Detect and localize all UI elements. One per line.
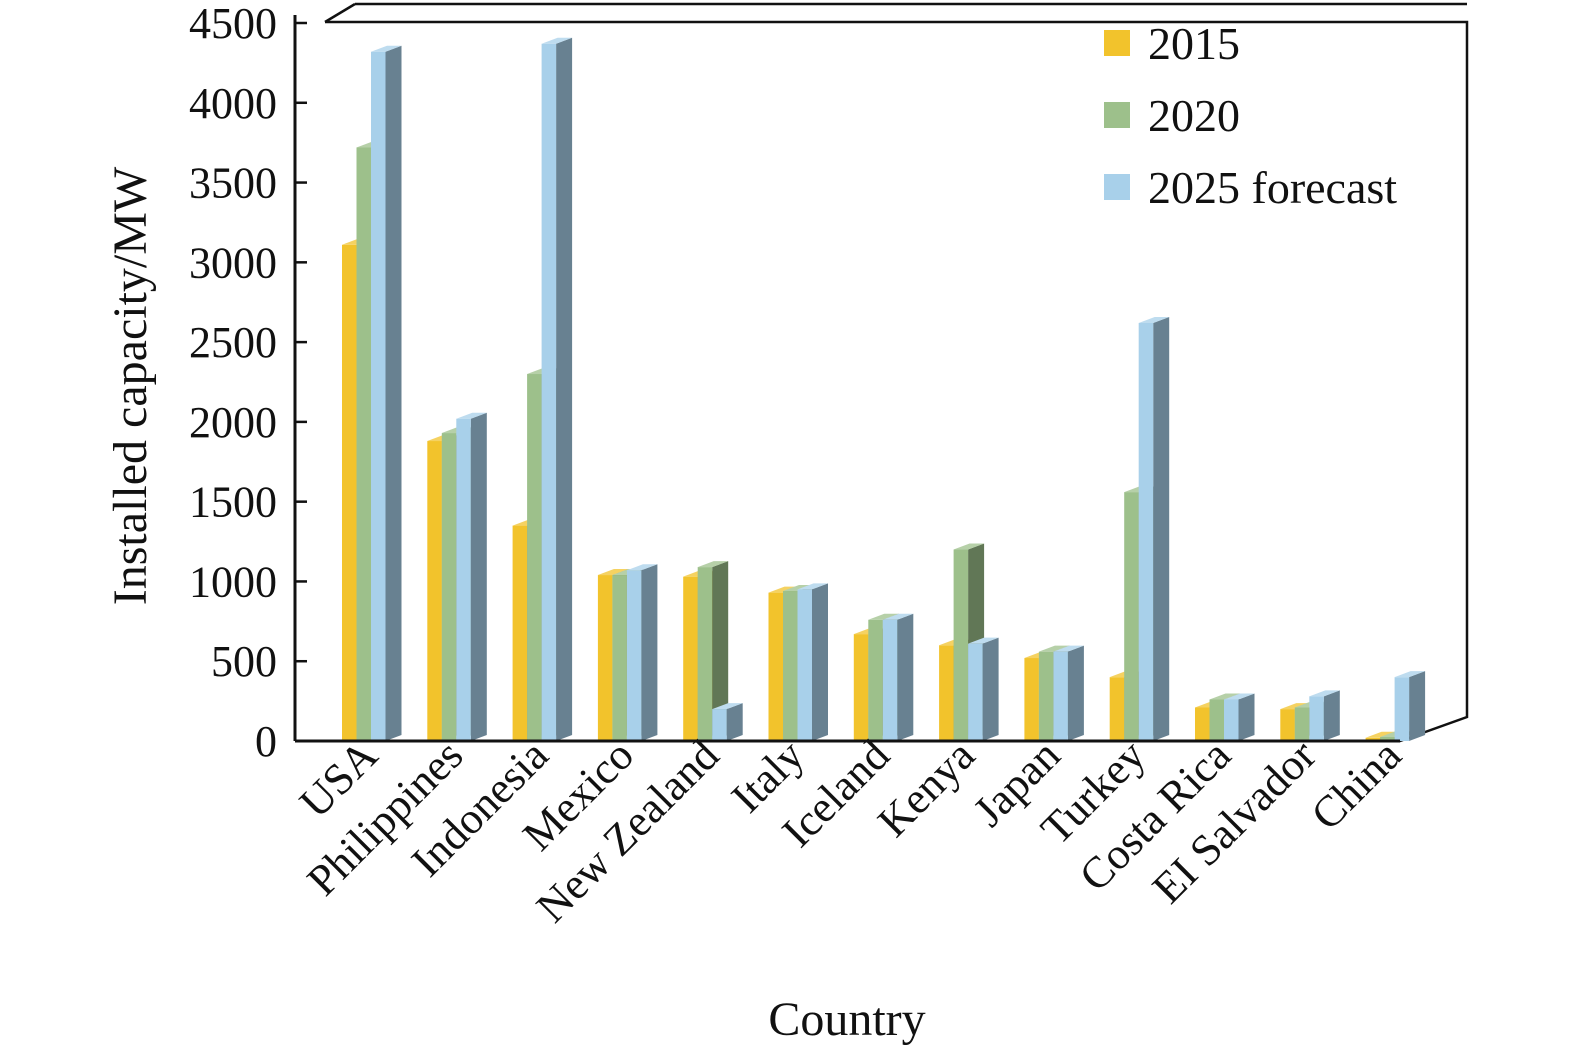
bar <box>512 525 528 741</box>
bar-top <box>1038 645 1070 652</box>
bar <box>712 709 727 741</box>
legend-swatch <box>1104 102 1130 128</box>
bar <box>1224 699 1239 741</box>
bar <box>683 576 698 741</box>
legend: 2015 2020 2025 forecast <box>1104 18 1397 213</box>
bar-top <box>371 45 402 52</box>
bar-top <box>1138 316 1170 323</box>
legend-swatch <box>1104 30 1130 56</box>
bar <box>1109 677 1125 741</box>
x-tick-label: Kenya <box>868 730 984 846</box>
bar-top <box>597 569 629 576</box>
bar <box>1394 677 1410 741</box>
bar-top <box>1309 690 1340 697</box>
bar <box>356 147 371 741</box>
bar <box>1309 696 1324 741</box>
bar <box>342 244 357 741</box>
bar-top <box>456 412 487 419</box>
bar <box>427 441 442 741</box>
bar-side <box>1153 316 1170 741</box>
bar <box>768 592 783 741</box>
bars-group <box>342 37 1426 742</box>
bar <box>939 645 954 741</box>
bar <box>797 589 812 741</box>
bar <box>1280 709 1295 741</box>
bar-top <box>797 583 828 590</box>
bar-top <box>1053 645 1084 652</box>
bar <box>953 549 969 741</box>
bar <box>1195 707 1210 741</box>
bar <box>882 619 898 741</box>
bar-top <box>882 613 914 620</box>
bar <box>1024 658 1039 741</box>
bar <box>783 591 798 741</box>
y-axis: 0 500 1000 1500 2000 2500 3000 3500 4000 4500 <box>189 0 1400 766</box>
bar-side <box>641 564 658 741</box>
bar <box>541 43 557 741</box>
bar-side <box>982 637 999 741</box>
x-axis-title: Country <box>768 993 925 1046</box>
bar-side <box>812 583 828 741</box>
y-tick-label: 0 <box>255 717 277 766</box>
bar <box>456 418 471 741</box>
bar <box>853 634 869 741</box>
bar-side <box>1409 671 1426 741</box>
bar <box>597 575 613 741</box>
legend-label: 2025 forecast <box>1148 162 1397 213</box>
bar <box>697 567 713 741</box>
bar-side <box>1323 690 1340 741</box>
bar <box>1294 707 1310 741</box>
bar <box>626 570 642 741</box>
bar <box>441 433 457 741</box>
bar-top <box>712 703 743 710</box>
y-tick-label: 1000 <box>189 557 277 606</box>
bar-side <box>897 613 914 741</box>
bar-top <box>1394 671 1426 678</box>
y-tick-label: 4000 <box>189 79 277 128</box>
y-tick-label: 2500 <box>189 318 277 367</box>
y-tick-label: 1500 <box>189 478 277 527</box>
bar-side <box>712 561 729 741</box>
y-tick-label: 3000 <box>189 238 277 287</box>
bar <box>1380 737 1395 741</box>
y-axis-title: Installed capacity/MW <box>104 166 157 605</box>
bar <box>527 374 542 741</box>
bar <box>612 575 627 741</box>
bar <box>1038 651 1054 741</box>
bar <box>1138 322 1154 741</box>
bar <box>371 51 386 742</box>
bar-top <box>697 561 729 568</box>
y-tick-label: 500 <box>211 637 277 686</box>
bar-top <box>868 613 899 620</box>
bar <box>1365 737 1381 741</box>
bar-side <box>470 412 487 741</box>
bar-top <box>626 564 658 571</box>
bar-top <box>1209 693 1240 700</box>
bar-side <box>726 703 743 741</box>
x-tick-label: China <box>1302 730 1411 839</box>
bar-side <box>1238 693 1255 741</box>
bar-side <box>1067 645 1084 741</box>
bar <box>1209 699 1224 741</box>
bar-top <box>953 543 985 550</box>
y-tick-label: 4500 <box>189 0 277 48</box>
bar-side <box>385 45 402 742</box>
y-tick-label: 2000 <box>189 398 277 447</box>
bar <box>868 619 883 741</box>
bar-top <box>1365 731 1397 738</box>
wall-top-edge <box>324 2 356 24</box>
bar-top <box>541 37 573 44</box>
bar <box>1124 492 1139 741</box>
bar-top <box>1224 693 1255 700</box>
bar-top <box>968 637 999 644</box>
legend-label: 2015 <box>1148 18 1240 69</box>
y-tick-label: 3500 <box>189 159 277 208</box>
legend-label: 2020 <box>1148 90 1240 141</box>
bar-side <box>556 37 573 741</box>
bar <box>968 643 983 741</box>
legend-swatch <box>1104 174 1130 200</box>
bar <box>1053 651 1068 741</box>
